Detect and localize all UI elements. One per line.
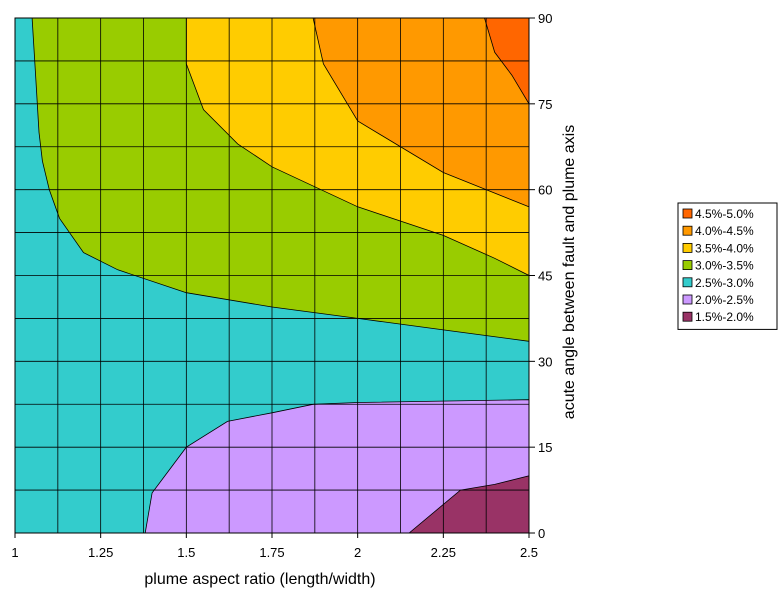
x-tick-label: 2.5: [520, 545, 538, 560]
legend-label: 4.0%-4.5%: [695, 224, 754, 238]
legend-label: 2.5%-3.0%: [695, 276, 754, 290]
legend-swatch: [683, 243, 692, 252]
legend-swatch: [683, 261, 692, 270]
y-tick-label: 90: [538, 11, 552, 26]
y-tick-label: 0: [538, 526, 545, 541]
y-tick-label: 15: [538, 440, 552, 455]
legend-label: 2.0%-2.5%: [695, 293, 754, 307]
x-tick-label: 2.25: [431, 545, 456, 560]
y-tick-label: 60: [538, 183, 552, 198]
x-tick-label: 1.5: [177, 545, 195, 560]
legend-swatch: [683, 295, 692, 304]
x-axis-label: plume aspect ratio (length/width): [144, 571, 375, 588]
y-tick-label: 45: [538, 269, 552, 284]
y-tick-label: 30: [538, 354, 552, 369]
x-tick-label: 1.25: [88, 545, 113, 560]
legend-label: 3.5%-4.0%: [695, 241, 754, 255]
y-axis-label: acute angle between fault and plume axis: [561, 125, 578, 419]
legend-label: 3.0%-3.5%: [695, 259, 754, 273]
legend-swatch: [683, 226, 692, 235]
legend-swatch: [683, 312, 692, 321]
legend-swatch: [683, 209, 692, 218]
y-tick-label: 75: [538, 97, 552, 112]
x-tick-label: 1: [11, 545, 18, 560]
x-tick-label: 2: [354, 545, 361, 560]
legend-label: 4.5%-5.0%: [695, 207, 754, 221]
legend-label: 1.5%-2.0%: [695, 310, 754, 324]
legend-swatch: [683, 278, 692, 287]
legend: 4.5%-5.0% 4.0%-4.5% 3.5%-4.0% 3.0%-3.5% 2.5%…: [678, 203, 777, 329]
x-tick-label: 1.75: [259, 545, 284, 560]
